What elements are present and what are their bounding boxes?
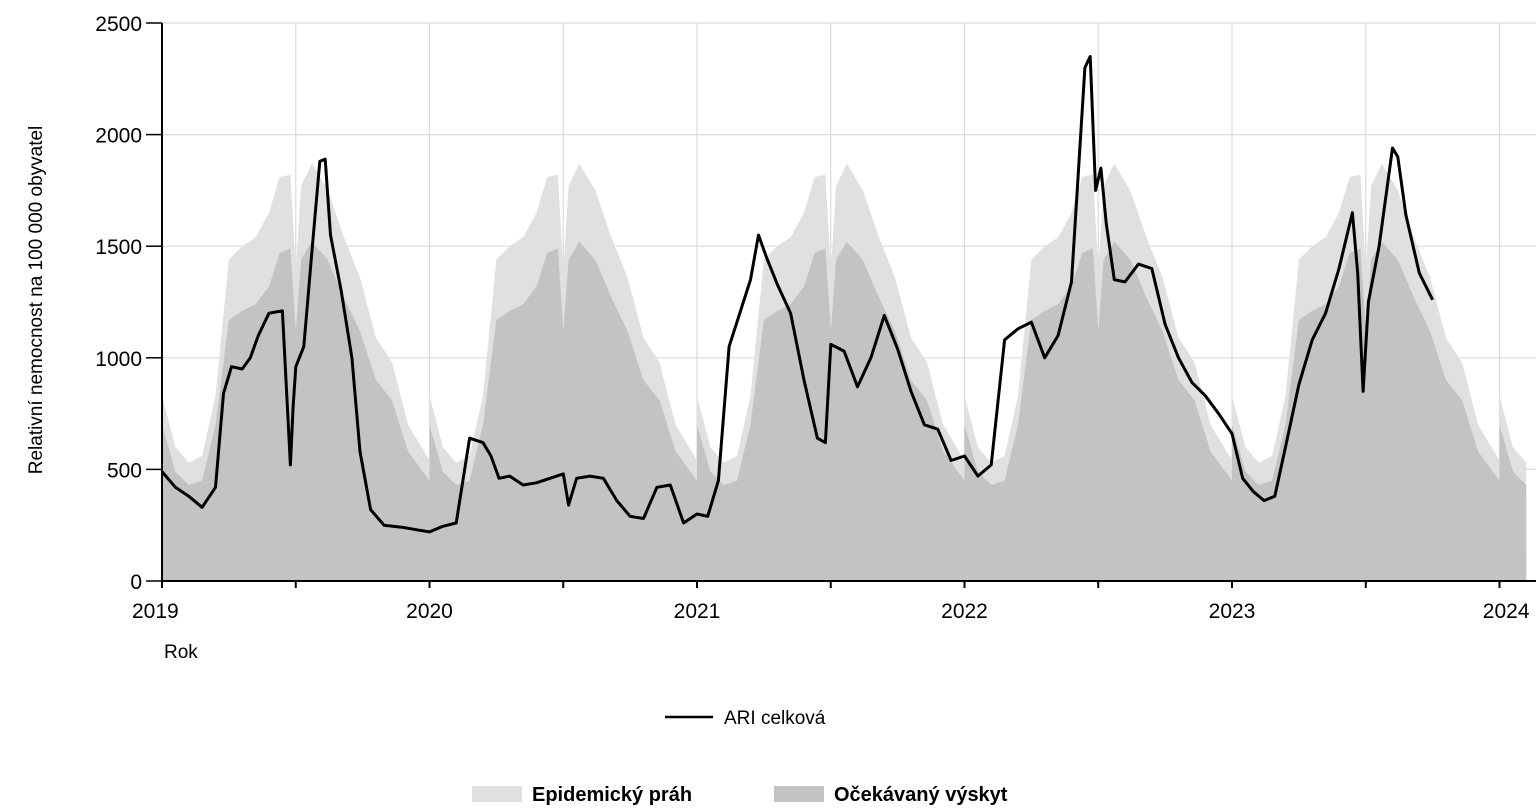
- x-tick-label: 2021: [674, 600, 721, 623]
- x-tick-label: 2023: [1209, 600, 1256, 623]
- y-tick-label: 1500: [95, 236, 142, 259]
- legend-line: ARI celková: [665, 708, 826, 729]
- y-tick-label: 1000: [95, 348, 142, 371]
- x-tick-label: 2020: [406, 600, 453, 623]
- tick-layer: 0 500 1000 1500 2000 2500 2019 2020 2021 2022 2023…: [95, 13, 1530, 623]
- legend-threshold-swatch: [472, 786, 522, 802]
- legend-line-label: ARI celková: [724, 708, 826, 729]
- line-layer: [160, 55, 1434, 534]
- legend-expected-swatch: [774, 786, 824, 802]
- x-tick-label: 2024: [1483, 600, 1530, 623]
- y-tick-label: 2500: [95, 13, 142, 36]
- axis-layer: [146, 22, 1536, 588]
- y-tick-label: 2000: [95, 125, 142, 148]
- area-layer: [162, 163, 1527, 581]
- y-tick-label: 500: [107, 459, 142, 482]
- legend-threshold-label: Epidemický práh: [532, 784, 692, 806]
- x-tick-label: 2019: [132, 600, 179, 623]
- legend-expected-label: Očekávaný výskyt: [834, 784, 1008, 806]
- y-axis-title: Relativní nemocnost na 100 000 obyvatel: [26, 126, 47, 475]
- x-tick-label: 2022: [941, 600, 988, 623]
- y-tick-label: 0: [130, 571, 142, 594]
- legend-areas: Epidemický práh Očekávaný výskyt: [472, 784, 1008, 806]
- x-axis-title: Rok: [164, 642, 198, 663]
- expected-area: [162, 241, 1527, 581]
- ari-series-line: [160, 55, 1434, 534]
